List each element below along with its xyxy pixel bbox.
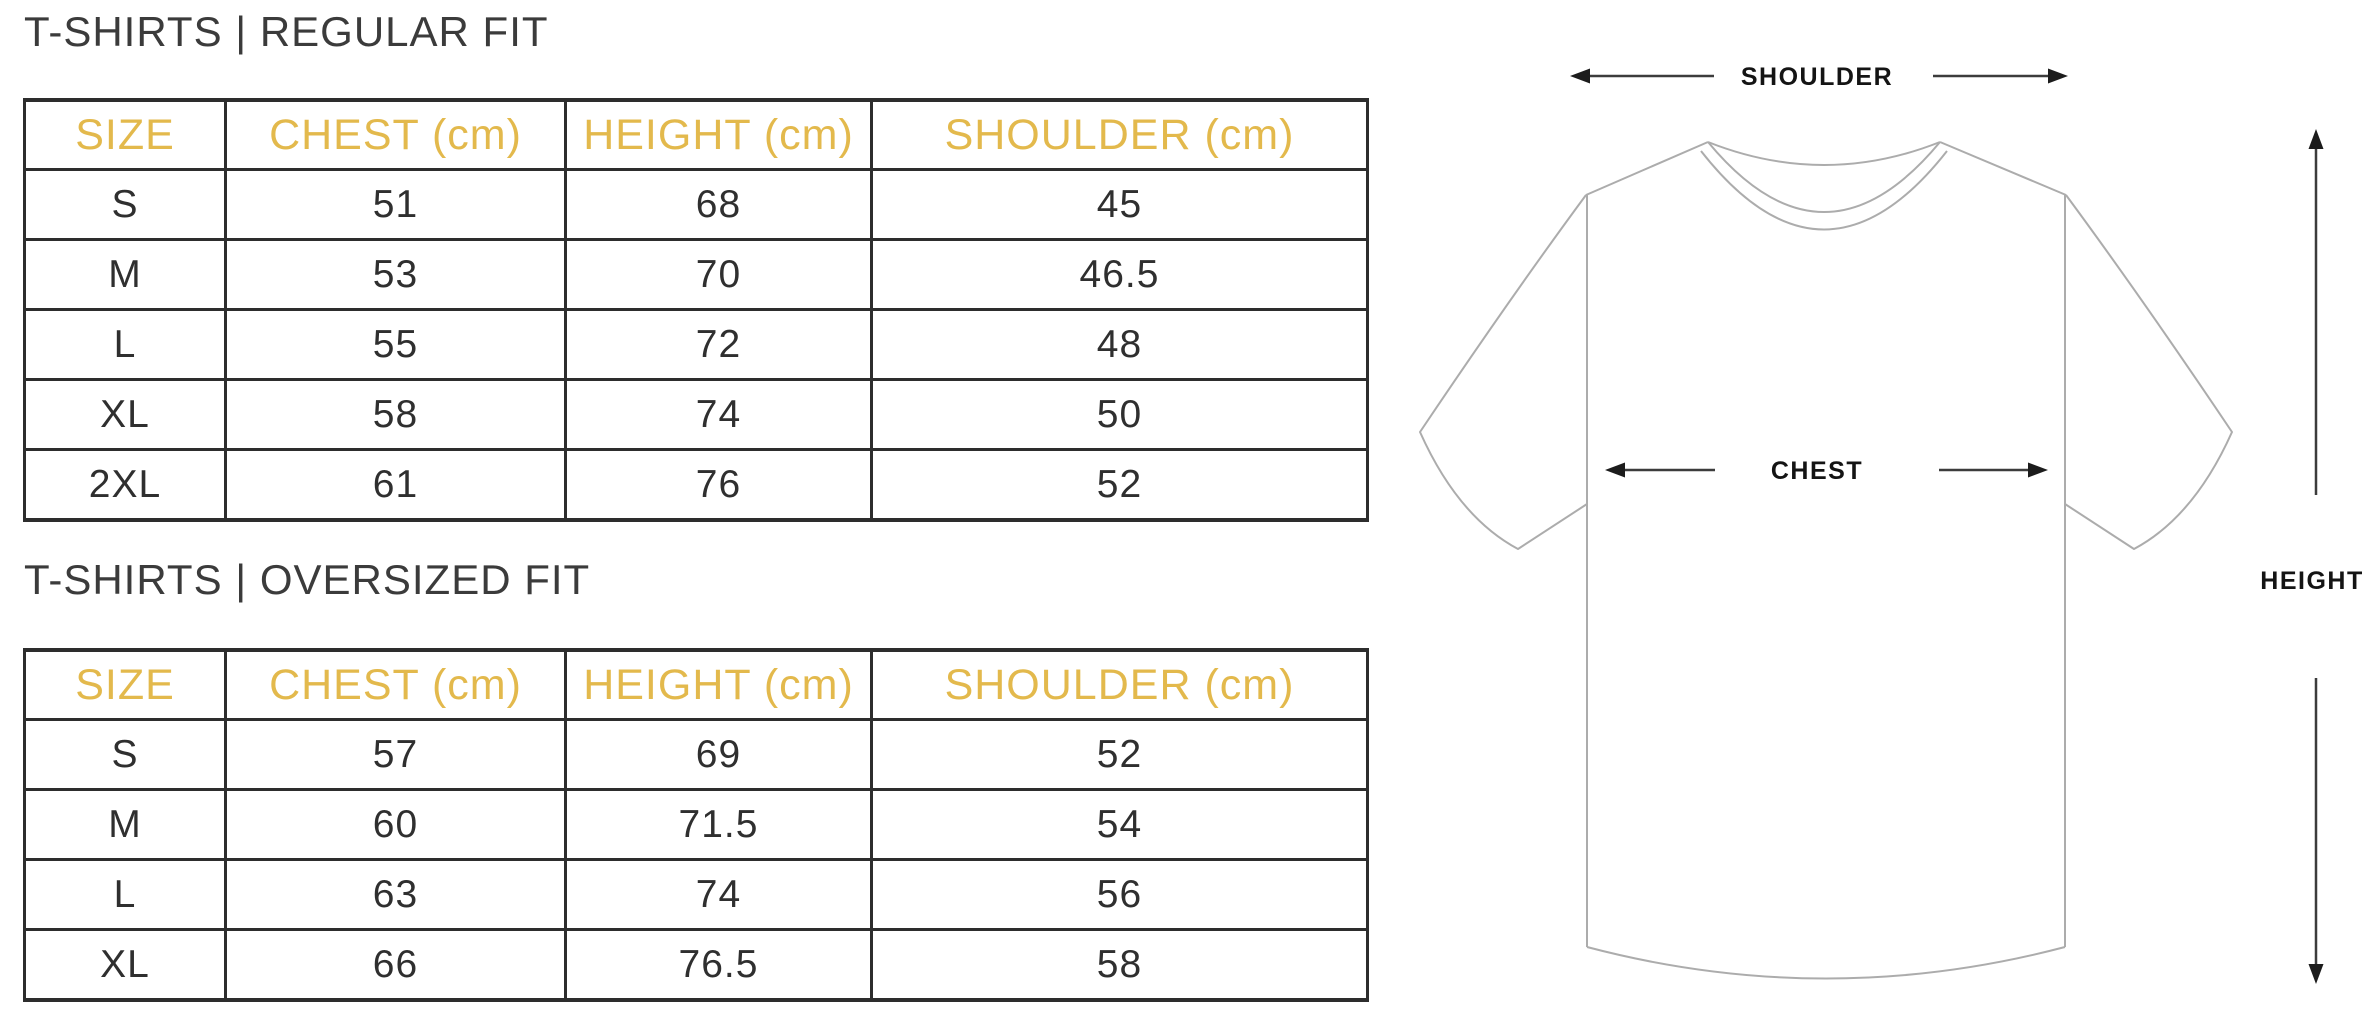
right-arrowhead-icon	[2028, 462, 2048, 478]
height-cell: 74	[564, 858, 873, 931]
size-cell: XL	[23, 928, 227, 1002]
column-header-size: SIZE	[23, 98, 227, 171]
shoulder-cell: 54	[870, 788, 1369, 861]
height-cell: 76.5	[564, 928, 873, 1002]
chest-cell: 55	[224, 308, 567, 381]
shoulder-cell: 52	[870, 448, 1369, 522]
size-cell: M	[23, 238, 227, 311]
size-cell: S	[23, 168, 227, 241]
collar-front-bottom-line	[1700, 150, 1948, 231]
table-row: M 60 71.5 54	[23, 788, 1369, 861]
right-arrowhead-icon	[2048, 68, 2068, 84]
shoulder-measure: SHOULDER	[1570, 63, 2068, 91]
header-row: SIZE CHEST (cm) HEIGHT (cm) SHOULDER (cm…	[23, 98, 1369, 171]
table-row: XL 58 74 50	[23, 378, 1369, 451]
height-cell: 68	[564, 168, 873, 241]
size-cell: S	[23, 718, 227, 791]
height-cell: 72	[564, 308, 873, 381]
column-header-height: HEIGHT (cm)	[564, 648, 873, 721]
tshirt-measurement-diagram: SHOULDER CHEST HEIGHT	[1419, 63, 2363, 984]
column-header-chest: CHEST (cm)	[224, 98, 567, 171]
header-row: SIZE CHEST (cm) HEIGHT (cm) SHOULDER (cm…	[23, 648, 1369, 721]
right-shoulder-seam	[1939, 141, 2067, 196]
height-cell: 74	[564, 378, 873, 451]
height-cell: 71.5	[564, 788, 873, 861]
height-cell: 69	[564, 718, 873, 791]
shoulder-cell: 56	[870, 858, 1369, 931]
shoulder-cell: 58	[870, 928, 1369, 1002]
size-cell: 2XL	[23, 448, 227, 522]
left-arrowhead-icon	[1570, 68, 1590, 84]
chest-cell: 53	[224, 238, 567, 311]
tshirt-outline	[1419, 141, 2233, 980]
chest-measure: CHEST	[1605, 457, 2048, 485]
chest-cell: 61	[224, 448, 567, 522]
left-arrowhead-icon	[1605, 462, 1625, 478]
chest-label: CHEST	[1771, 457, 1863, 485]
column-header-height: HEIGHT (cm)	[564, 98, 873, 171]
chest-cell: 51	[224, 168, 567, 241]
size-cell: M	[23, 788, 227, 861]
table-row: S 57 69 52	[23, 718, 1369, 791]
shoulder-label: SHOULDER	[1741, 63, 1893, 91]
height-label: HEIGHT	[2260, 567, 2363, 595]
oversized-fit-title: T-SHIRTS | OVERSIZED FIT	[24, 556, 591, 603]
table-row: XL 66 76.5 58	[23, 928, 1369, 1002]
size-cell: XL	[23, 378, 227, 451]
chest-cell: 57	[224, 718, 567, 791]
column-header-shoulder: SHOULDER (cm)	[870, 98, 1369, 171]
right-sleeve	[2064, 194, 2233, 550]
height-cell: 70	[564, 238, 873, 311]
shoulder-cell: 52	[870, 718, 1369, 791]
table-row: L 55 72 48	[23, 308, 1369, 381]
column-header-size: SIZE	[23, 648, 227, 721]
left-shoulder-seam	[1585, 141, 1709, 196]
collar-back-line	[1707, 141, 1941, 166]
column-header-chest: CHEST (cm)	[224, 648, 567, 721]
down-arrowhead-icon	[2308, 964, 2324, 984]
size-cell: L	[23, 308, 227, 381]
oversized-fit-table: SIZE CHEST (cm) HEIGHT (cm) SHOULDER (cm…	[23, 648, 1369, 1002]
table-row: S 51 68 45	[23, 168, 1369, 241]
regular-fit-title: T-SHIRTS | REGULAR FIT	[24, 8, 549, 55]
height-measure: HEIGHT	[2260, 129, 2363, 984]
column-header-shoulder: SHOULDER (cm)	[870, 648, 1369, 721]
shoulder-cell: 46.5	[870, 238, 1369, 311]
chest-cell: 60	[224, 788, 567, 861]
height-cell: 76	[564, 448, 873, 522]
hem-curve	[1586, 946, 2066, 980]
chest-cell: 66	[224, 928, 567, 1002]
up-arrowhead-icon	[2308, 129, 2324, 149]
regular-fit-table: SIZE CHEST (cm) HEIGHT (cm) SHOULDER (cm…	[23, 98, 1369, 522]
table-row: L 63 74 56	[23, 858, 1369, 931]
size-cell: L	[23, 858, 227, 931]
left-sleeve	[1419, 194, 1588, 550]
shoulder-cell: 48	[870, 308, 1369, 381]
table-row: M 53 70 46.5	[23, 238, 1369, 311]
shoulder-cell: 50	[870, 378, 1369, 451]
chest-cell: 58	[224, 378, 567, 451]
chest-cell: 63	[224, 858, 567, 931]
table-row: 2XL 61 76 52	[23, 448, 1369, 522]
collar-front-top-line	[1707, 141, 1941, 213]
shoulder-cell: 45	[870, 168, 1369, 241]
